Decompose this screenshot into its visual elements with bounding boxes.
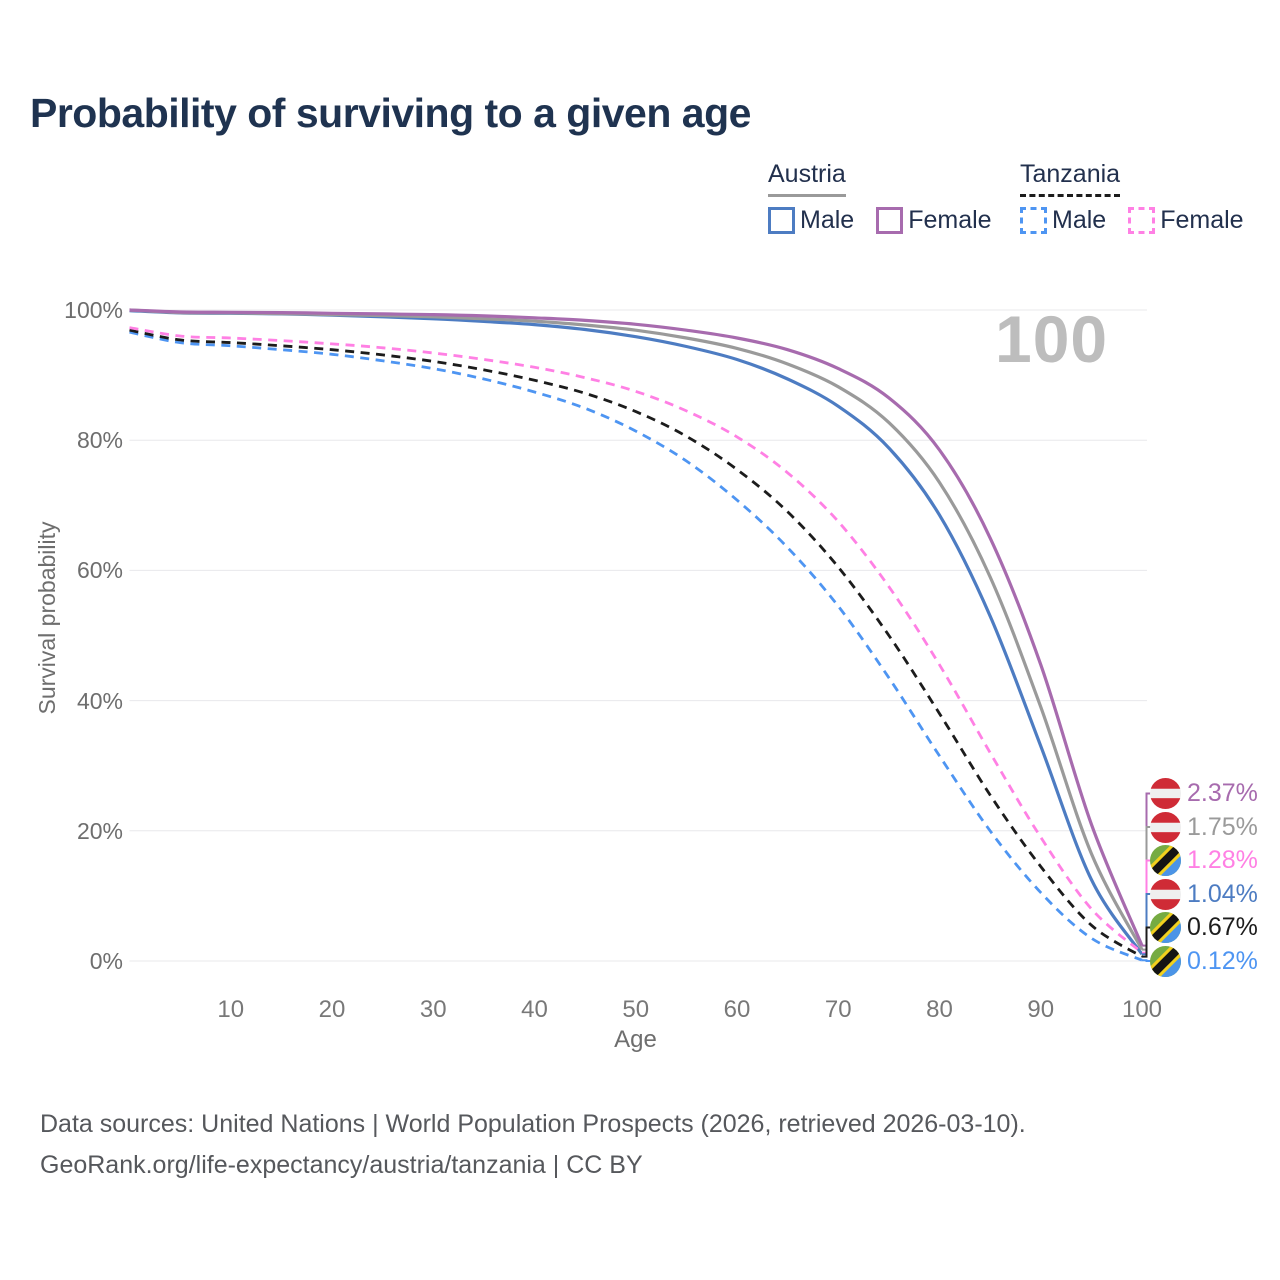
end-label-row: 1.28% bbox=[1150, 844, 1258, 878]
x-tick-label: 60 bbox=[723, 996, 751, 1023]
y-tick-label: 100% bbox=[64, 297, 123, 323]
y-tick-label: 80% bbox=[76, 427, 123, 454]
y-tick-label: 20% bbox=[76, 817, 123, 844]
end-label-value: 2.37% bbox=[1187, 779, 1258, 807]
curve-tanzania-female bbox=[129, 326, 1143, 954]
x-tick-label: 30 bbox=[419, 996, 447, 1023]
end-label-connector bbox=[1142, 893, 1151, 956]
legend-header-austria: Austria bbox=[768, 160, 846, 197]
end-label-connector bbox=[1142, 926, 1151, 958]
x-axis-title: Age bbox=[614, 1026, 657, 1053]
tanzania-male-swatch-icon bbox=[1020, 207, 1047, 234]
x-tick-label: 70 bbox=[824, 996, 852, 1023]
end-label-row: 0.12% bbox=[1150, 944, 1258, 978]
end-label-value: 1.04% bbox=[1187, 879, 1258, 908]
austria-flag-icon bbox=[1150, 879, 1181, 910]
legend-group-austria: Austria Male Female bbox=[768, 160, 992, 235]
curve-austria-both bbox=[129, 308, 1144, 951]
curve-tanzania-male bbox=[129, 330, 1143, 962]
tanzania-flag-icon bbox=[1150, 946, 1181, 977]
x-tick-label: 90 bbox=[1027, 996, 1055, 1023]
y-tick-label: 40% bbox=[76, 687, 123, 714]
legend-header-tanzania: Tanzania bbox=[1020, 160, 1121, 197]
legend-item-label: Male bbox=[1052, 206, 1107, 234]
tanzania-flag-icon bbox=[1150, 912, 1181, 943]
x-tick-label: 20 bbox=[318, 996, 346, 1023]
attribution-line: GeoRank.org/life-expectancy/austria/tanz… bbox=[40, 1150, 643, 1179]
x-tick-label: 40 bbox=[521, 996, 548, 1023]
end-label-value: 0.67% bbox=[1187, 913, 1258, 941]
austria-male-swatch-icon bbox=[768, 207, 795, 234]
x-tick-label: 100 bbox=[1121, 996, 1163, 1023]
legend-item-austria-male[interactable]: Male bbox=[768, 206, 854, 235]
page-title: Probability of surviving to a given age bbox=[30, 90, 751, 136]
end-label-row: 0.67% bbox=[1150, 911, 1258, 945]
curve-austria-female bbox=[129, 308, 1144, 947]
end-label-connector bbox=[1142, 959, 1151, 962]
y-tick-label: 0% bbox=[89, 948, 123, 974]
legend-item-label: Female bbox=[1160, 206, 1244, 234]
austria-female-swatch-icon bbox=[876, 207, 904, 234]
x-tick-label: 10 bbox=[217, 996, 245, 1023]
austria-flag-icon bbox=[1150, 778, 1181, 809]
legend-item-label: Female bbox=[908, 206, 992, 234]
tanzania-flag-icon bbox=[1150, 845, 1181, 876]
age-watermark: 100 bbox=[995, 302, 1109, 376]
x-tick-label: 50 bbox=[622, 996, 650, 1023]
end-label-value: 1.28% bbox=[1187, 846, 1258, 874]
curve-tanzania-both bbox=[129, 328, 1143, 958]
data-sources-line: Data sources: United Nations | World Pop… bbox=[40, 1110, 1026, 1138]
end-label-row: 1.75% bbox=[1150, 810, 1258, 844]
legend-item-austria-female[interactable]: Female bbox=[876, 206, 992, 235]
legend-group-tanzania: Tanzania Male Female bbox=[1020, 160, 1244, 235]
legend-item-tanzania-female[interactable]: Female bbox=[1128, 206, 1244, 235]
end-label-value: 1.75% bbox=[1187, 812, 1258, 841]
tanzania-female-swatch-icon bbox=[1128, 207, 1156, 234]
legend-item-label: Male bbox=[800, 206, 855, 234]
x-tick-label: 80 bbox=[926, 996, 953, 1023]
chart-footer: Data sources: United Nations | World Pop… bbox=[40, 1104, 1026, 1185]
end-label-row: 2.37% bbox=[1150, 777, 1258, 811]
legend-item-tanzania-male[interactable]: Male bbox=[1020, 206, 1106, 235]
austria-flag-icon bbox=[1150, 812, 1181, 843]
y-axis-title: Survival probability bbox=[34, 521, 60, 715]
y-tick-label: 60% bbox=[76, 557, 123, 584]
end-label-row: 1.04% bbox=[1150, 877, 1258, 911]
end-label-value: 0.12% bbox=[1187, 946, 1258, 975]
curve-austria-male bbox=[129, 309, 1144, 956]
